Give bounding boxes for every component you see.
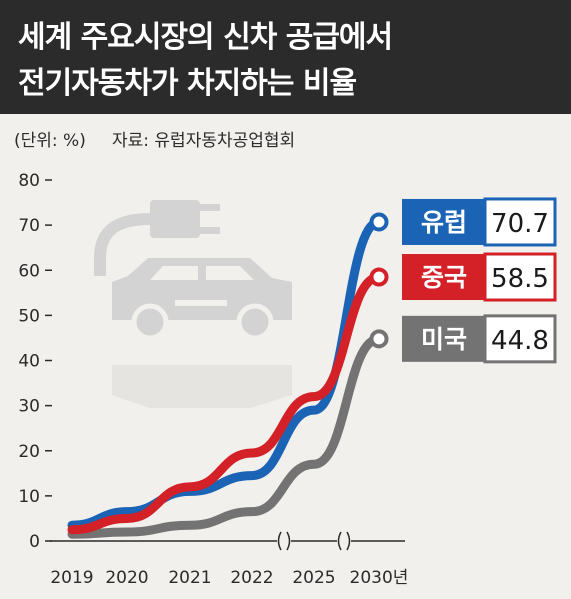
series-end-point [369,267,389,287]
series-lines [67,212,389,539]
electric-car-plug-icon [94,200,292,408]
y-tick-label: 10 [18,487,40,507]
series-end-point [369,329,389,349]
series-value-box [483,314,557,364]
axis-break-mark [277,531,282,551]
y-tick-label: 70 [18,216,40,236]
source-label: 자료: 유럽자동차공업협회 [112,131,296,151]
series-value-label: 44.8 [491,326,549,356]
y-tick-label: 50 [18,306,40,326]
x-tick-label: 2020 [105,568,148,588]
series-value-label: 70.7 [491,209,549,239]
series-name-box [402,198,486,245]
title-line-2: 전기자동차가 차지하는 비율 [18,66,357,101]
series-end-point [369,212,389,232]
x-tick-label: 2019 [50,568,93,588]
x-tick-label: 2022 [230,568,273,588]
x-tick-label: 2030년 [350,568,409,588]
series-name-label: 유럽 [421,208,467,237]
x-tick-label: 2025 [292,568,335,588]
axis-break-mark [337,531,342,551]
series-value-box [483,197,557,247]
y-tick-label: 60 [18,261,40,281]
series-line [67,272,384,535]
end-labels: 유럽 70.7 중국 58.5 미국 44.8 [402,197,557,364]
y-tick-label: 30 [18,397,40,417]
unit-label: (단위: %) [14,131,86,151]
axis-break-mark [286,531,291,551]
y-tick-label: 0 [29,532,40,552]
y-tick-label: 20 [18,442,40,462]
series-name-box [402,254,486,301]
series-line [67,334,384,539]
title-line-1: 세계 주요시장의 신차 공급에서 [18,20,393,55]
x-tick-label: 2021 [168,568,211,588]
series-name-label: 중국 [421,263,467,292]
series-name-label: 미국 [421,325,467,354]
axis-break-mark [346,531,351,551]
y-tick-label: 40 [18,352,40,372]
series-value-label: 58.5 [491,264,549,294]
y-tick-label: 80 [18,171,40,191]
axes: 0 10 20 30 40 50 60 70 80 2019 2020 2021 2022 2025 203… [18,171,408,588]
series-value-box [483,252,557,302]
series-name-box [402,315,486,362]
header [0,0,571,114]
